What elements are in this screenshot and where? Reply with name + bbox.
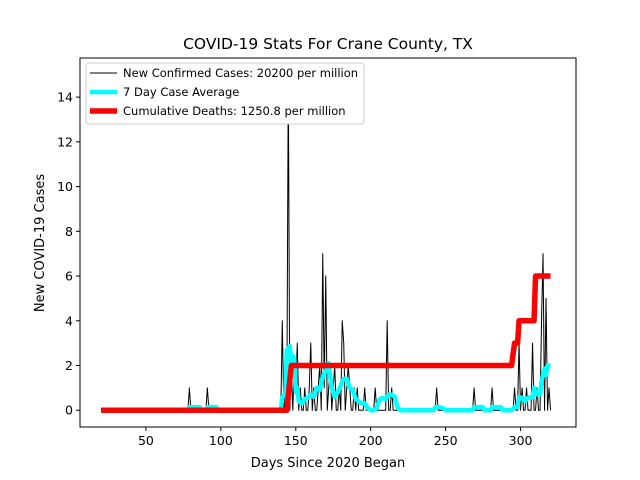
y-tick-label: 0 [65,403,73,418]
plot-area [100,74,552,413]
y-axis-label: New COVID-19 Cases [33,174,48,312]
x-tick-label: 200 [359,433,383,448]
legend-label-7-day-average: 7 Day Case Average [123,85,239,99]
y-tick-label: 8 [65,224,73,239]
y-axis-ticks: 0 2 4 6 8 10 12 14 [57,90,80,418]
y-tick-label: 6 [65,269,73,284]
y-tick-label: 4 [65,313,73,328]
series-line-1 [100,344,551,413]
series-line-2 [100,273,551,413]
legend-label-new-cases: New Confirmed Cases: 20200 per million [123,66,358,80]
x-tick-label: 300 [509,433,533,448]
chart-title: COVID-19 Stats For Crane County, TX [183,35,473,53]
y-tick-label: 12 [57,134,73,149]
legend-label-cumulative-deaths: Cumulative Deaths: 1250.8 per million [123,104,346,118]
x-tick-label: 250 [434,433,458,448]
y-tick-label: 14 [57,90,73,105]
x-axis-ticks: 50 100 150 200 250 300 [138,427,533,448]
legend: New Confirmed Cases: 20200 per million 7… [85,62,365,125]
x-axis-label: Days Since 2020 Began [251,456,406,471]
x-tick-label: 100 [209,433,233,448]
legend-box [85,62,365,125]
plot-frame [79,57,577,428]
x-tick-label: 150 [284,433,308,448]
x-tick-label: 50 [138,433,154,448]
y-tick-label: 2 [65,358,73,373]
y-tick-label: 10 [57,179,73,194]
